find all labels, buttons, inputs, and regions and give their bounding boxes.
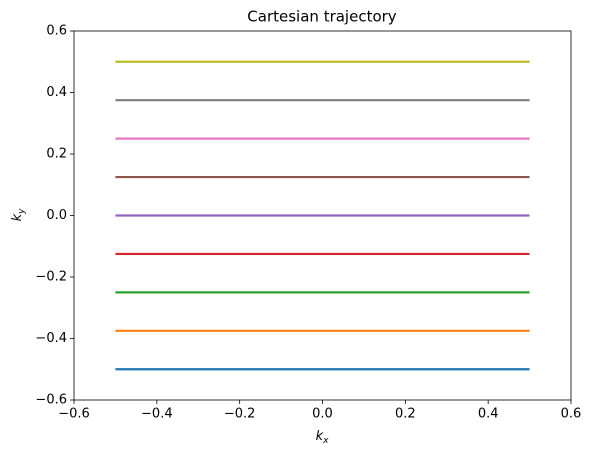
x-axis-label-main: k	[316, 429, 324, 444]
x-tick-label: 0.0	[312, 407, 333, 422]
y-axis-label-main: k	[10, 213, 25, 221]
y-tick-label: −0.2	[35, 270, 67, 285]
x-axis-label-sub: x	[322, 436, 329, 446]
x-tick-label: 0.2	[395, 407, 416, 422]
x-tick-label: 0.4	[478, 407, 499, 422]
x-tick-label: −0.6	[58, 407, 90, 422]
y-tick-label: 0.4	[46, 85, 67, 100]
plot-frame	[73, 30, 572, 401]
x-tick-label: −0.2	[224, 407, 256, 422]
y-tick-label: −0.6	[35, 393, 67, 408]
y-axis-label: ky	[10, 208, 27, 222]
y-tick-label: 0.6	[46, 24, 67, 39]
y-tick-label: 0.2	[46, 147, 67, 162]
x-tick-label: −0.4	[141, 407, 173, 422]
y-tick-label: 0.0	[46, 208, 67, 223]
chart-title: Cartesian trajectory	[247, 8, 397, 26]
x-tick-label: 0.6	[561, 407, 582, 422]
y-tick-label: −0.4	[35, 331, 67, 346]
x-axis-label: kx	[316, 429, 330, 446]
y-axis-label-sub: y	[17, 208, 27, 215]
